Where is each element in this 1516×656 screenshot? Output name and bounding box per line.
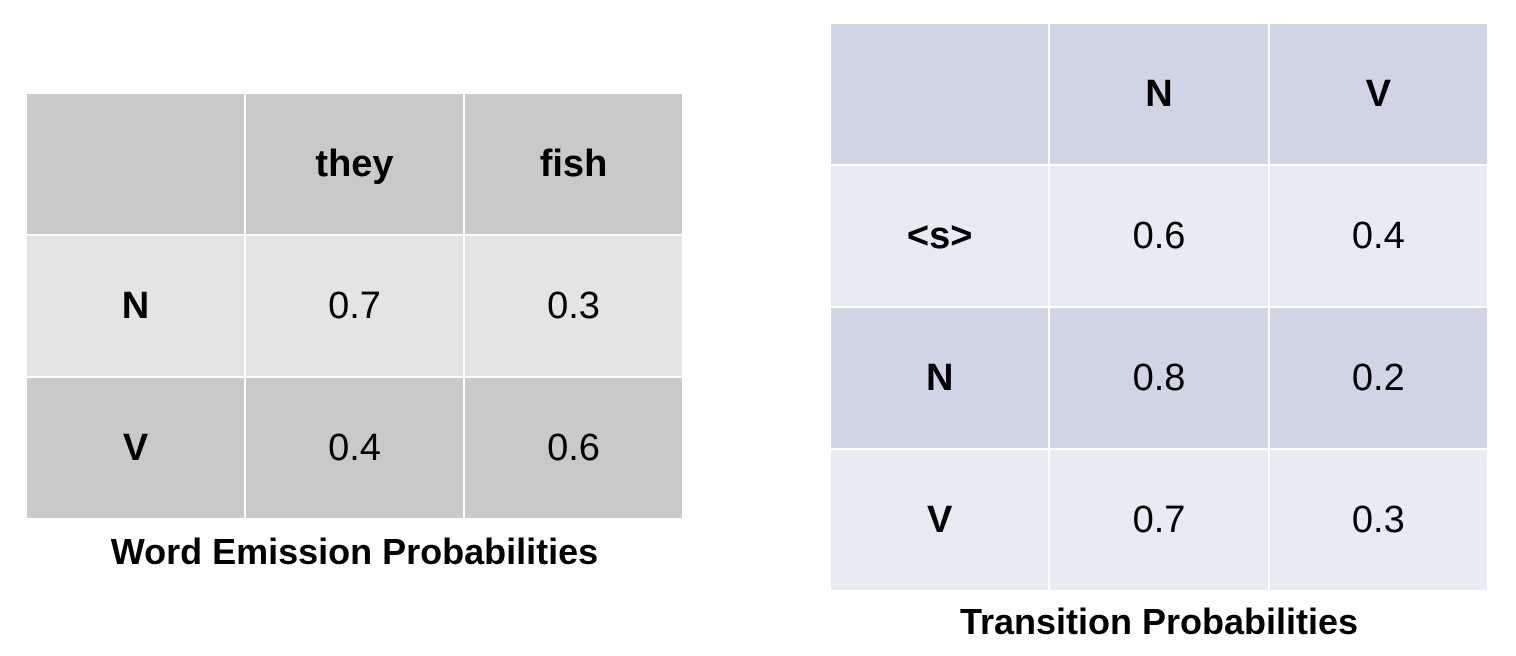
transition-cell-n-n: 0.8 <box>1050 308 1268 448</box>
transition-header-corner <box>831 24 1049 164</box>
transition-cell-v-n: 0.7 <box>1050 450 1268 590</box>
transition-row-label-v: V <box>831 450 1049 590</box>
emission-cell-v-they: 0.4 <box>246 378 463 518</box>
emission-header-corner <box>27 94 244 234</box>
transition-cell-start-n: 0.6 <box>1050 166 1268 306</box>
transition-table: N V <s> 0.6 0.4 N 0.8 0.2 V 0.7 0.3 <box>831 24 1487 590</box>
transition-caption: Transition Probabilities <box>959 601 1359 642</box>
emission-cell-n-fish: 0.3 <box>465 236 682 376</box>
emission-caption: Word Emission Probabilities <box>110 531 599 572</box>
emission-row-label-v: V <box>27 378 244 518</box>
emission-table: they fish N 0.7 0.3 V 0.4 0.6 <box>27 94 682 518</box>
transition-cell-n-v: 0.2 <box>1269 308 1487 448</box>
transition-row-label-start: <s> <box>831 166 1049 306</box>
transition-cell-start-v: 0.4 <box>1269 166 1487 306</box>
transition-row-label-n: N <box>831 308 1049 448</box>
emission-cell-v-fish: 0.6 <box>465 378 682 518</box>
transition-header-v: V <box>1269 24 1487 164</box>
transition-header-n: N <box>1050 24 1268 164</box>
emission-cell-n-they: 0.7 <box>246 236 463 376</box>
emission-header-they: they <box>246 94 463 234</box>
emission-header-fish: fish <box>465 94 682 234</box>
transition-cell-v-v: 0.3 <box>1269 450 1487 590</box>
emission-row-label-n: N <box>27 236 244 376</box>
